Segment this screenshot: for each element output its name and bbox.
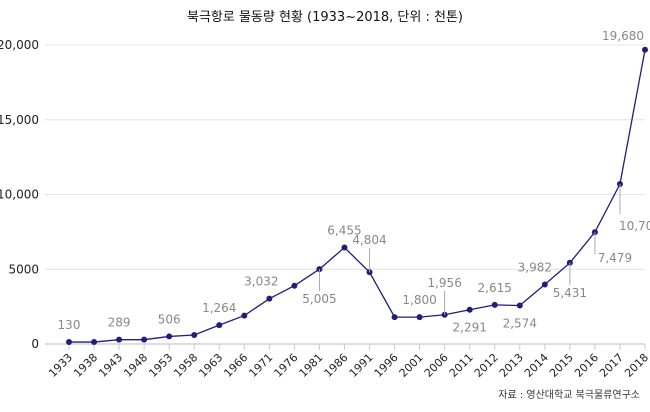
x-tick-label: 2013	[497, 351, 526, 380]
data-point	[491, 301, 498, 308]
data-label: 6,455	[327, 223, 361, 237]
x-tick-label: 1953	[146, 351, 175, 380]
x-tick-label: 2014	[522, 351, 551, 380]
data-label: 289	[108, 316, 131, 330]
y-tick-label: 5000	[8, 262, 39, 276]
data-point	[91, 339, 98, 346]
chart-title: 북극항로 물동량 현황 (1933~2018, 단위 : 천톤)	[187, 10, 463, 25]
data-point	[642, 46, 648, 53]
data-point	[191, 332, 198, 339]
series-line	[69, 49, 646, 343]
data-point	[291, 282, 298, 289]
data-point	[341, 244, 348, 251]
data-point	[116, 336, 123, 343]
data-label: 2,615	[478, 281, 512, 295]
data-point	[216, 322, 223, 329]
data-point	[241, 312, 248, 319]
y-tick-label: 15,000	[0, 113, 39, 127]
x-tick-label: 1933	[46, 351, 75, 380]
x-tick-label: 2001	[397, 351, 426, 380]
data-label: 3,982	[518, 260, 552, 274]
y-tick-label: 0	[31, 337, 39, 351]
data-label: 7,479	[598, 251, 632, 265]
data-label: 5,005	[302, 292, 336, 306]
data-label: 3,032	[244, 275, 278, 289]
data-label: 5,431	[553, 286, 587, 300]
x-tick-label: 1996	[372, 351, 401, 380]
x-tick-label: 1948	[121, 351, 150, 380]
data-label: 19,680	[602, 29, 644, 43]
x-tick-label: 1958	[171, 351, 200, 380]
x-tick-label: 2011	[447, 351, 476, 380]
data-point	[416, 314, 423, 321]
x-tick-label: 1971	[246, 351, 275, 380]
x-tick-label: 2016	[572, 351, 601, 380]
data-label: 506	[158, 312, 181, 326]
x-tick-label: 1963	[196, 351, 225, 380]
y-tick-label: 10,000	[0, 188, 39, 202]
data-label: 1,800	[402, 293, 436, 307]
data-label: 2,574	[503, 317, 537, 331]
data-point	[466, 306, 473, 313]
x-tick-label: 1986	[322, 351, 351, 380]
x-tick-label: 1938	[71, 351, 100, 380]
data-point	[516, 302, 523, 309]
x-tick-label: 1976	[272, 351, 301, 380]
data-point	[66, 339, 72, 346]
data-label: 4,804	[352, 233, 386, 247]
x-tick-label: 2017	[597, 351, 626, 380]
data-point	[541, 281, 548, 288]
data-point	[266, 295, 273, 302]
x-tick-label: 1943	[96, 351, 125, 380]
x-tick-label: 2018	[622, 351, 650, 380]
x-tick-label: 2006	[422, 351, 451, 380]
data-label: 2,291	[453, 321, 487, 335]
data-point	[391, 314, 398, 321]
x-tick-label: 1966	[221, 351, 250, 380]
data-point	[141, 336, 148, 343]
data-label: 1,956	[427, 276, 461, 290]
x-tick-label: 1991	[347, 351, 376, 380]
data-label: 130	[58, 318, 81, 332]
data-point	[166, 333, 173, 340]
y-tick-label: 20,000	[0, 38, 39, 52]
chart-source: 자료 : 영산대학교 북극물류연구소	[498, 390, 640, 401]
data-label: 1,264	[202, 301, 236, 315]
x-tick-label: 2015	[547, 351, 576, 380]
x-tick-label: 1981	[297, 351, 326, 380]
x-tick-label: 2012	[472, 351, 501, 380]
data-label: 10,700	[619, 219, 650, 233]
